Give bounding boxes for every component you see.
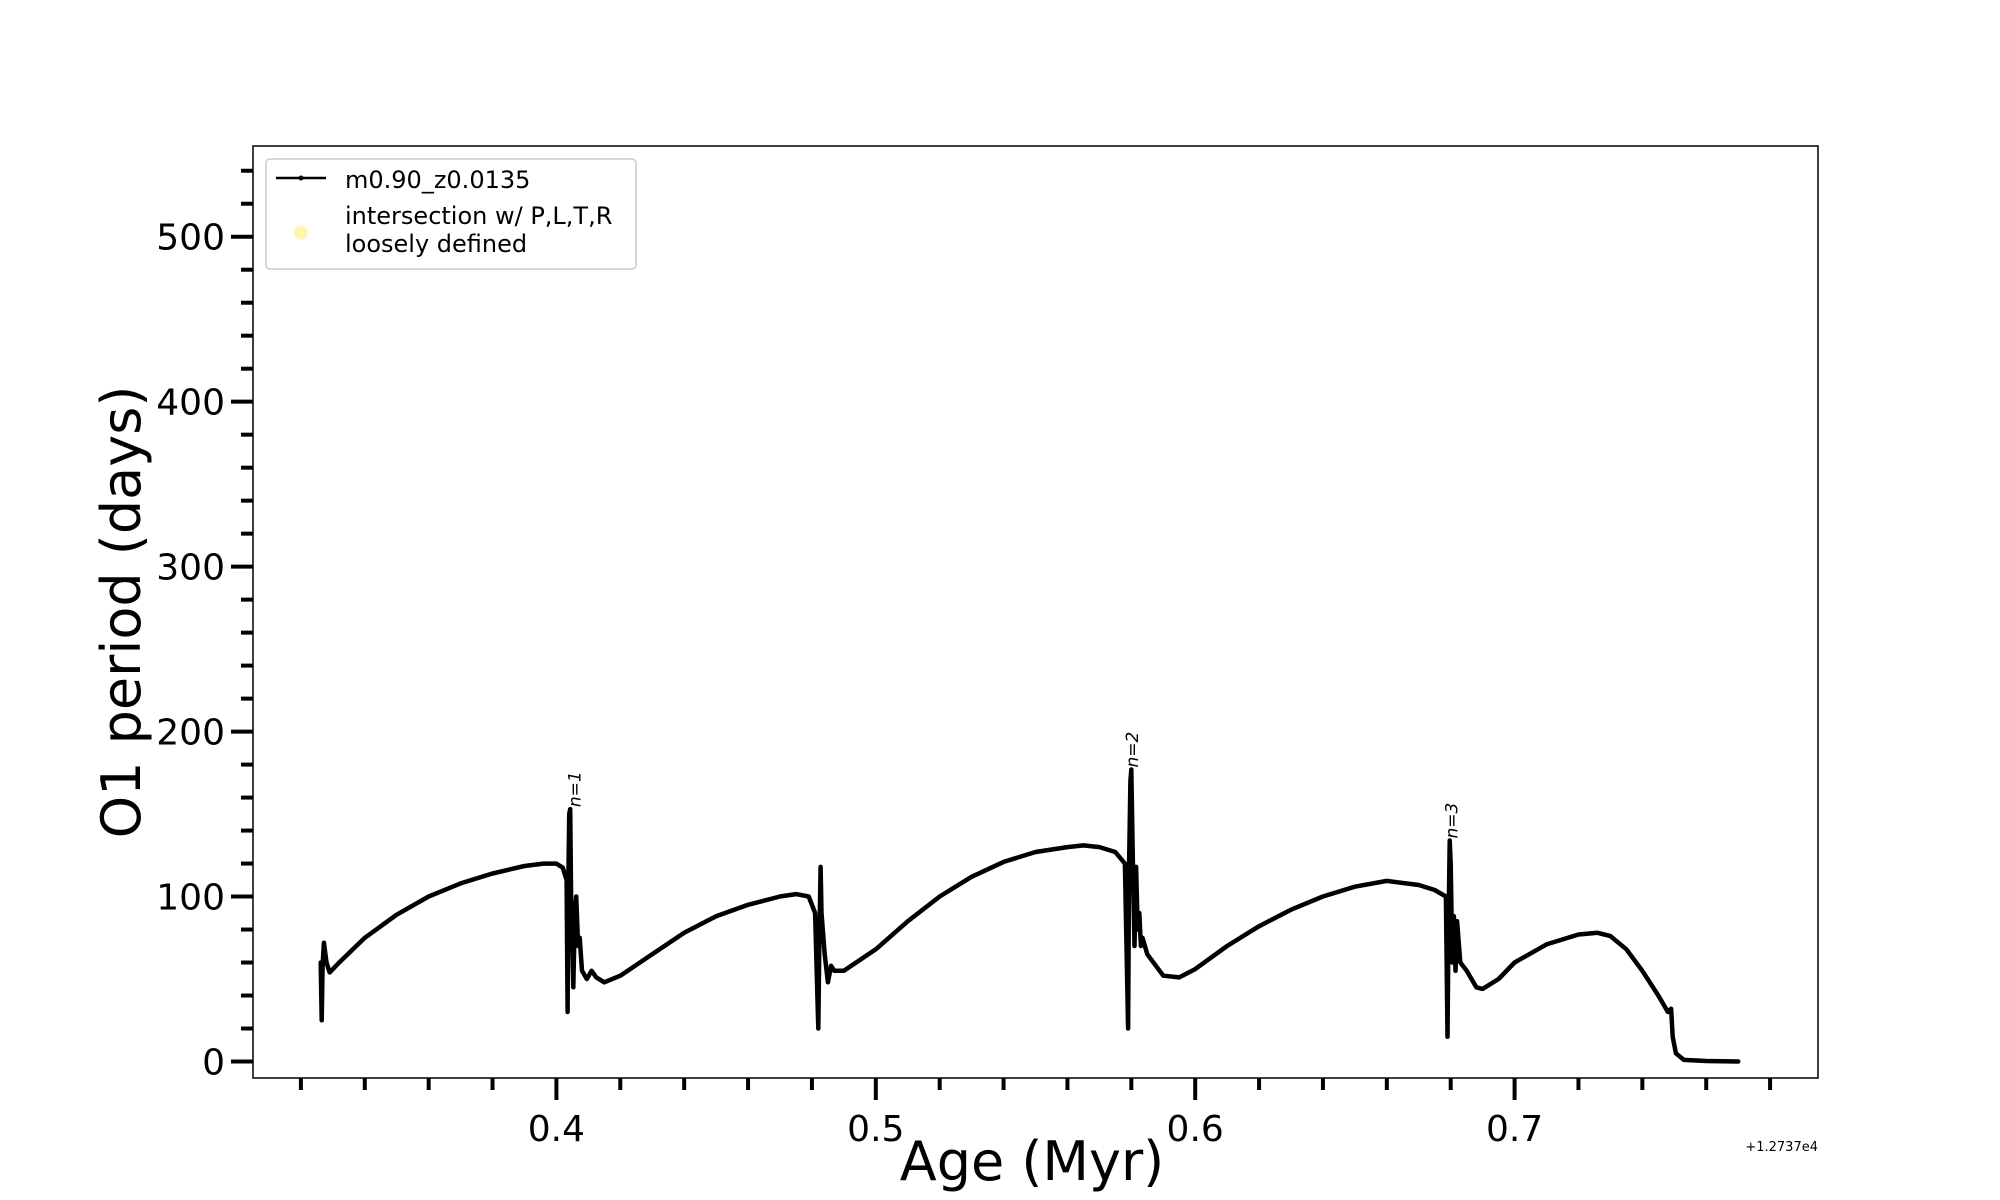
legend-circle-marker (294, 226, 308, 240)
y-tick-label: 100 (156, 878, 225, 919)
legend-entry-series: m0.90_z0.0135 (345, 166, 530, 194)
y-tick-label: 0 (202, 1043, 225, 1084)
y-axis-label: O1 period (days) (90, 386, 153, 839)
series-line-0 (318, 767, 1741, 1064)
x-tick-label: 0.5 (847, 1109, 904, 1150)
plot-frame (252, 145, 1819, 1079)
x-tick-label: 0.4 (528, 1109, 585, 1150)
legend-line-dot (298, 175, 304, 181)
y-tick-label: 200 (156, 713, 225, 754)
x-offset-label: +1.2737e4 (1745, 1140, 1818, 1155)
annotation-label: n=1 (566, 771, 586, 807)
annotation-label: n=2 (1123, 732, 1143, 768)
legend-entry-intersection: intersection w/ P,L,T,R loosely defined (345, 202, 612, 258)
x-tick-label: 0.6 (1167, 1109, 1224, 1150)
plot-area (252, 145, 1819, 1079)
legend-frame (265, 158, 637, 270)
annotation-label: n=3 (1442, 803, 1462, 839)
y-tick-label: 500 (156, 218, 225, 259)
y-tick-label: 400 (156, 383, 225, 424)
x-axis: 0.4 0.5 0.6 0.7 (298, 1078, 1773, 1150)
legend: m0.90_z0.0135 intersection w/ P,L,T,R loo… (265, 158, 637, 270)
series-layer (318, 767, 1741, 1064)
annotation-layer: n=1 n=2 n=3 (566, 732, 1463, 839)
x-axis-label: Age (Myr) (900, 1130, 1165, 1193)
y-tick-label: 300 (156, 548, 225, 589)
x-tick-label: 0.7 (1486, 1109, 1543, 1150)
y-axis: 0 100 200 300 400 500 (156, 168, 253, 1084)
